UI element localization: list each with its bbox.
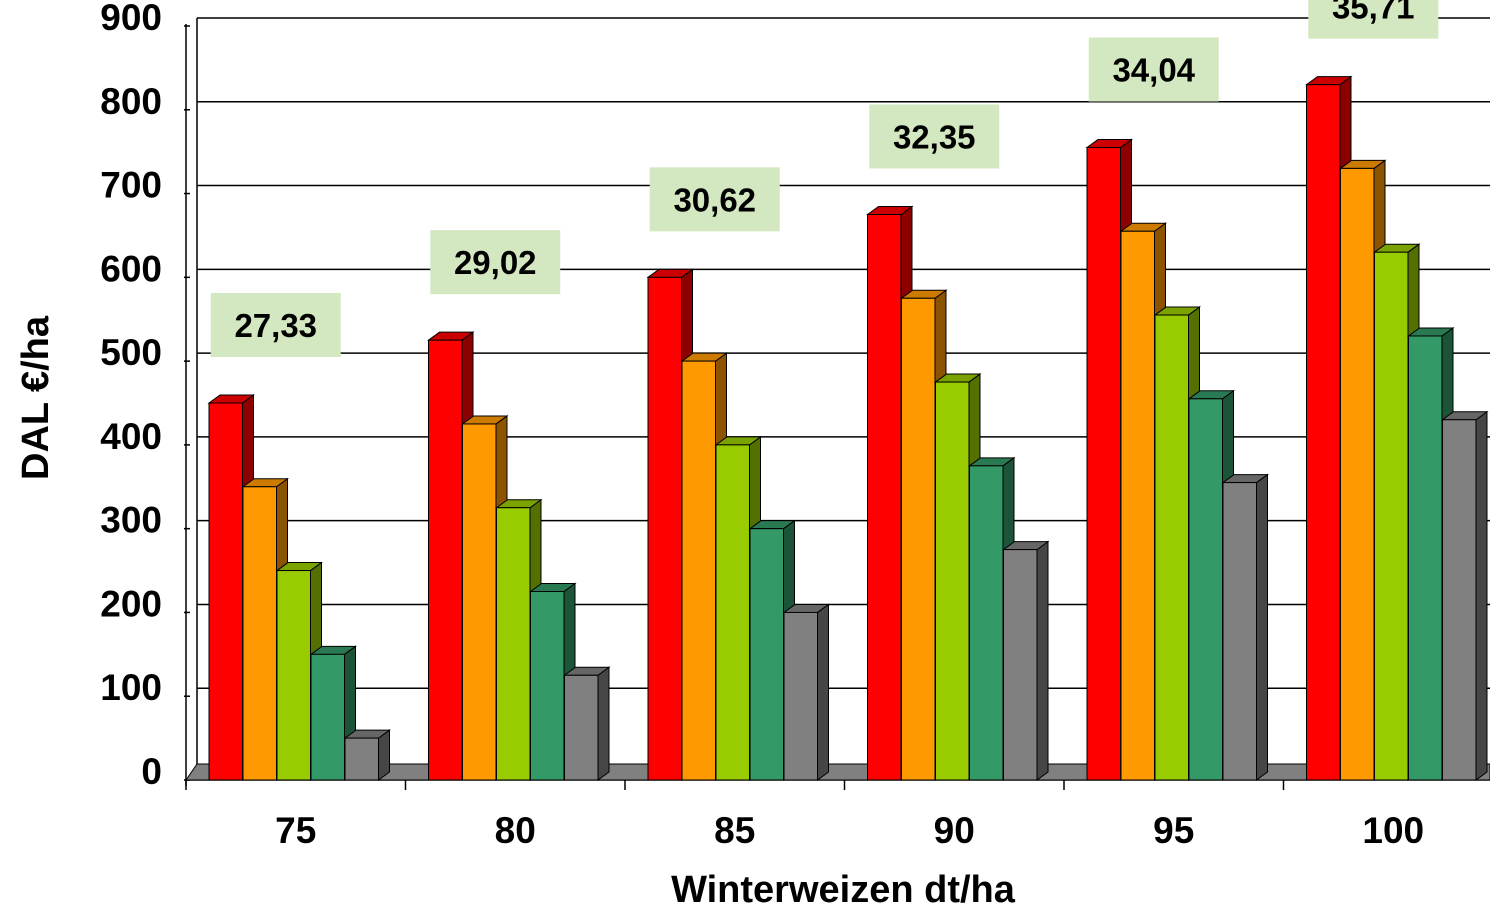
bar-front: [1408, 335, 1443, 781]
category-value-label: 35,71: [1308, 0, 1439, 39]
bar-front: [276, 570, 311, 781]
bar-front: [1154, 314, 1189, 781]
bar-front: [867, 214, 902, 781]
category-value-label-text: 29,02: [454, 244, 537, 281]
bar-front: [1222, 482, 1257, 781]
bar-front: [749, 528, 784, 781]
bar-front: [428, 339, 463, 781]
y-tick-label: 300: [100, 500, 162, 541]
y-tick-label: 900: [100, 0, 162, 38]
category-value-label-box: [1088, 37, 1219, 102]
y-tick-label: 700: [100, 165, 162, 206]
category-value-label-text: 30,62: [673, 181, 756, 218]
bar-front: [647, 276, 682, 781]
y-tick-label: 200: [100, 583, 162, 624]
bar-front: [901, 297, 936, 781]
category-value-label: 30,62: [649, 167, 780, 232]
bar-front: [1120, 230, 1155, 781]
category-value-label-box: [210, 293, 341, 357]
x-tick-label: 85: [714, 810, 755, 851]
bar: [1440, 410, 1489, 781]
bar-front: [935, 381, 970, 781]
x-tick-label: 75: [275, 810, 316, 851]
category-value-labels: 27,33 29,02 30,62 32,35 34,04 35,71: [210, 0, 1439, 357]
bar-front: [783, 611, 818, 781]
bar: [1001, 540, 1050, 781]
bar-side: [1475, 410, 1488, 781]
bar: [1221, 473, 1270, 781]
y-axis-title: DAL €/ha: [15, 315, 57, 480]
category-value-label-text: 32,35: [893, 119, 976, 156]
category-value-label-text: 27,33: [234, 307, 317, 344]
bar-front: [564, 674, 599, 781]
bar-front: [242, 486, 277, 781]
bar-front: [715, 444, 750, 781]
category-value-label: 32,35: [869, 104, 1000, 169]
y-tick-label: 0: [141, 751, 162, 792]
bar-front: [1374, 251, 1409, 781]
y-tick-label: 100: [100, 667, 162, 708]
category-value-label: 34,04: [1088, 37, 1219, 102]
gridlines: [196, 17, 1490, 772]
category-value-label-box: [649, 167, 780, 232]
x-tick-label: 100: [1362, 810, 1424, 851]
y-tick-label: 400: [100, 416, 162, 457]
category-value-label-box: [430, 230, 561, 295]
category-value-label-text: 34,04: [1112, 51, 1195, 88]
bar-front: [681, 360, 716, 781]
bar-front: [462, 423, 497, 781]
bar: [782, 603, 831, 781]
bar-front: [1442, 419, 1477, 781]
bar-side: [1256, 473, 1268, 781]
y-tick-label: 500: [100, 332, 162, 373]
bar-front: [344, 737, 379, 781]
bar-side: [597, 666, 610, 781]
bar: [562, 666, 611, 781]
bar-front: [969, 465, 1004, 781]
bar-side: [817, 603, 829, 781]
x-axis-title: Winterweizen dt/ha: [671, 869, 1016, 911]
x-tick-label: 80: [495, 810, 536, 851]
bar-front: [496, 507, 531, 781]
bar-front: [1306, 84, 1341, 781]
y-tick-label: 600: [100, 248, 162, 289]
bar: [309, 645, 358, 781]
x-tick-label: 90: [934, 810, 975, 851]
category-value-label-box: [1308, 0, 1439, 39]
bar-side: [1036, 540, 1049, 781]
category-value-label-text: 35,71: [1332, 0, 1415, 26]
bar-front: [530, 591, 565, 781]
y-tick-label: 800: [100, 81, 162, 122]
bar-front: [1340, 167, 1375, 781]
bar-front: [1188, 398, 1223, 781]
bar-front: [1003, 549, 1038, 781]
bar-front: [208, 402, 243, 781]
bar-side: [378, 729, 390, 781]
bar-front: [1086, 146, 1121, 781]
category-value-label: 29,02: [430, 230, 561, 295]
category-value-label-box: [869, 104, 1000, 169]
bar-front: [310, 653, 345, 781]
category-value-label: 27,33: [210, 293, 341, 357]
bar: [343, 729, 392, 781]
bars: [207, 75, 1489, 781]
x-tick-label: 95: [1153, 810, 1194, 851]
